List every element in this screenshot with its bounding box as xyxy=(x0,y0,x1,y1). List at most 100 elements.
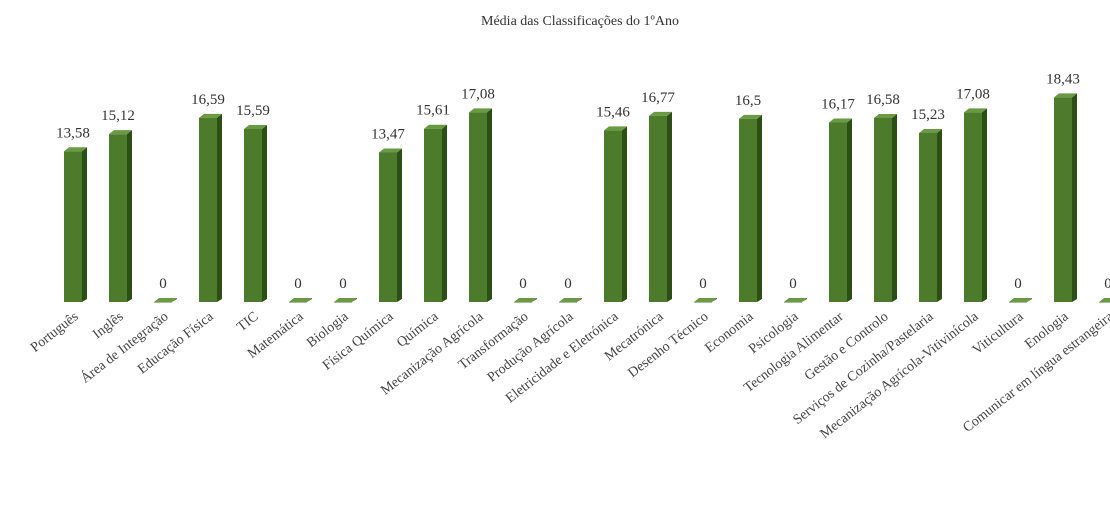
bar-front xyxy=(424,128,442,302)
bar-front xyxy=(334,302,352,303)
bar-side xyxy=(847,118,852,302)
data-label: 0 xyxy=(789,276,797,292)
data-label: 15,12 xyxy=(101,108,135,124)
bar-front xyxy=(739,118,757,302)
bar-top xyxy=(64,147,87,152)
bar-front xyxy=(829,122,847,302)
x-tick-label: Desenho Técnico xyxy=(626,309,712,381)
bar xyxy=(739,114,762,302)
data-label: 17,08 xyxy=(461,86,495,102)
bar xyxy=(604,126,627,302)
bar-top xyxy=(874,113,897,118)
bar xyxy=(874,113,897,302)
bar-front xyxy=(379,152,397,302)
data-label: 15,23 xyxy=(911,107,945,123)
bar-side xyxy=(622,126,627,302)
bar-top xyxy=(244,124,267,129)
bar-side xyxy=(1072,93,1077,302)
bar-side xyxy=(262,124,267,303)
bar-top xyxy=(1054,93,1077,98)
bar-top xyxy=(739,114,762,119)
data-label: 0 xyxy=(159,276,167,292)
bar-side xyxy=(982,108,987,302)
bar-side xyxy=(217,113,222,302)
bar-front xyxy=(604,130,622,302)
data-label: 16,58 xyxy=(866,92,900,108)
bar xyxy=(379,148,402,302)
data-label: 15,59 xyxy=(236,103,270,119)
bar-front xyxy=(559,302,577,303)
bar-front xyxy=(1009,302,1027,303)
bar-top xyxy=(919,128,942,133)
data-label: 15,46 xyxy=(596,104,630,120)
data-label: 0 xyxy=(564,276,572,292)
bar xyxy=(1054,93,1077,302)
bar-top xyxy=(334,298,357,302)
bar-top xyxy=(469,108,492,113)
bar-side xyxy=(757,114,762,302)
x-tick-label: Português xyxy=(28,309,81,355)
data-label: 16,77 xyxy=(641,90,675,106)
data-label: 0 xyxy=(339,276,347,292)
bar-front xyxy=(649,115,667,302)
bar xyxy=(154,298,177,303)
bar-side xyxy=(442,124,447,302)
bar xyxy=(649,111,672,302)
bar xyxy=(829,118,852,302)
x-tick-label: Educação Física xyxy=(135,309,217,378)
bar xyxy=(694,298,717,303)
x-tick-label: TIC xyxy=(234,309,261,335)
bar xyxy=(424,124,447,302)
bar-side xyxy=(487,108,492,302)
bar-top xyxy=(1009,298,1032,302)
data-label: 18,43 xyxy=(1046,71,1080,87)
bar-side xyxy=(892,113,897,302)
bar-top xyxy=(694,298,717,302)
data-label: 13,47 xyxy=(371,126,405,142)
bar-front xyxy=(154,302,172,303)
bar-top xyxy=(379,148,402,153)
data-label: 17,08 xyxy=(956,86,990,102)
bar-side xyxy=(667,111,672,302)
bar-top xyxy=(784,298,807,302)
bar-side xyxy=(82,147,87,302)
bar-front xyxy=(199,117,217,302)
bar xyxy=(1009,298,1032,303)
bar-top xyxy=(514,298,537,302)
bar xyxy=(109,130,132,302)
bar-top xyxy=(199,113,222,118)
x-tick-label: Inglês xyxy=(90,309,126,342)
bar xyxy=(964,108,987,302)
bar-front xyxy=(289,302,307,303)
bar-top xyxy=(289,298,312,302)
bar-front xyxy=(469,112,487,302)
bar-top xyxy=(559,298,582,302)
bar-top xyxy=(424,124,447,129)
data-label: 0 xyxy=(1104,276,1110,292)
data-label: 16,59 xyxy=(191,92,225,108)
bar-top xyxy=(1099,298,1110,302)
bar-top xyxy=(964,108,987,113)
data-label: 16,5 xyxy=(735,93,761,109)
chart-title: Média das Classificações do 1ºAno xyxy=(481,14,679,29)
data-label: 13,58 xyxy=(56,125,90,141)
bar-front xyxy=(1054,97,1072,302)
bar xyxy=(784,298,807,303)
bar xyxy=(919,128,942,302)
bar-front xyxy=(109,134,127,302)
bar xyxy=(559,298,582,303)
bar-front xyxy=(874,117,892,302)
bar xyxy=(469,108,492,302)
bar xyxy=(289,298,312,303)
bar-front xyxy=(514,302,532,303)
bar-side xyxy=(127,130,132,302)
bar-top xyxy=(109,130,132,135)
bar xyxy=(1099,298,1110,303)
data-label: 0 xyxy=(294,276,302,292)
x-tick-label: Comunicar em língua estrangeira xyxy=(960,309,1110,436)
bar-top xyxy=(649,111,672,116)
bar xyxy=(514,298,537,303)
